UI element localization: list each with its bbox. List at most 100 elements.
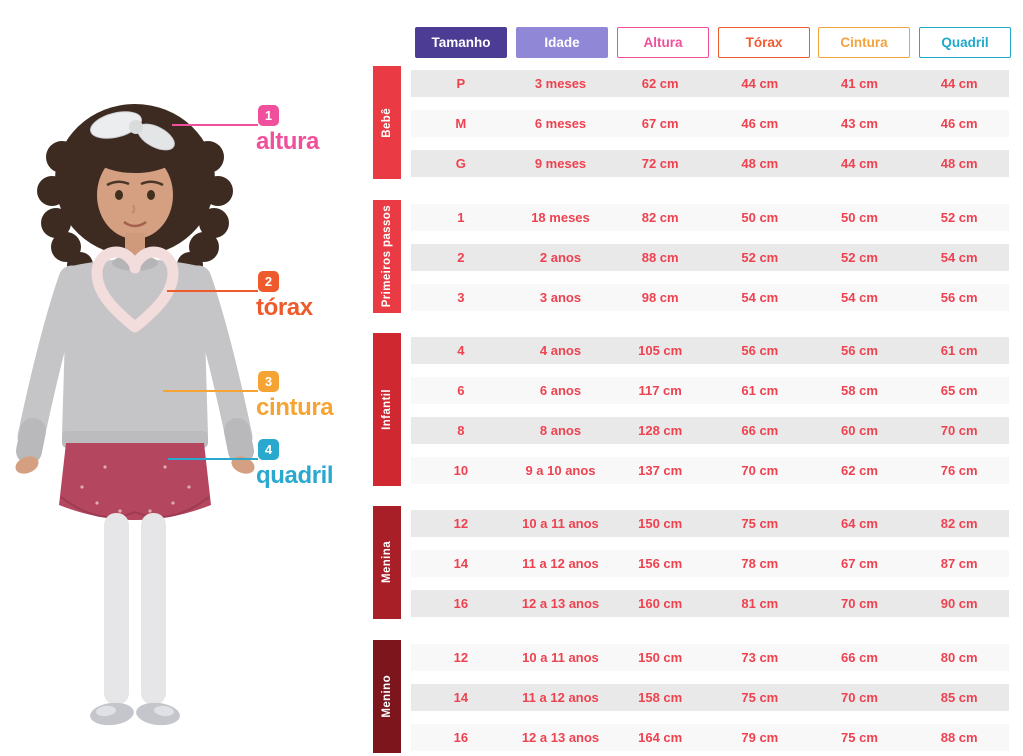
table-cell: 11 a 12 anos <box>522 690 599 705</box>
table-cell: 10 a 11 anos <box>522 516 599 531</box>
table-cell: 3 <box>457 290 465 305</box>
table-cell: 56 cm <box>741 343 779 358</box>
table-cell: 2 <box>457 250 465 265</box>
table-cell: 52 cm <box>741 250 779 265</box>
table-cell: 66 cm <box>741 423 779 438</box>
table-cell: 75 cm <box>841 730 878 745</box>
table-cell: 78 cm <box>741 556 779 571</box>
table-cell: 50 cm <box>841 210 878 225</box>
table-cell: 70 cm <box>940 423 978 438</box>
right-hand <box>231 456 255 474</box>
table-cell: 11 a 12 anos <box>522 556 599 571</box>
table-cell: 4 <box>457 343 465 358</box>
table-row: 3 3 anos 98 cm 54 cm 54 cm 56 cm <box>411 284 1009 311</box>
table-cell: 87 cm <box>940 556 978 571</box>
column-header-idade[interactable]: Idade <box>516 27 608 58</box>
table-cell: 1 <box>457 210 465 225</box>
table-cell: 105 cm <box>638 343 683 358</box>
table-cell: 16 <box>453 730 469 745</box>
table-row: 16 12 a 13 anos 160 cm 81 cm 70 cm 90 cm <box>411 590 1009 617</box>
table-cell: M <box>455 116 467 131</box>
table-cell: 18 meses <box>531 210 590 225</box>
table-cell: 61 cm <box>741 383 779 398</box>
table-cell: 88 cm <box>940 730 978 745</box>
table-row: 2 2 anos 88 cm 52 cm 52 cm 54 cm <box>411 244 1009 271</box>
table-cell: 85 cm <box>940 690 978 705</box>
table-row: 12 10 a 11 anos 150 cm 73 cm 66 cm 80 cm <box>411 644 1009 671</box>
table-cell: 52 cm <box>940 210 978 225</box>
skirt <box>59 443 211 520</box>
table-cell: 9 meses <box>534 156 587 171</box>
table-cell: 54 cm <box>741 290 779 305</box>
table-cell: 44 cm <box>741 76 779 91</box>
table-cell: 12 a 13 anos <box>521 596 600 611</box>
table-row: 14 11 a 12 anos 158 cm 75 cm 70 cm 85 cm <box>411 684 1009 711</box>
pointer-line <box>163 390 258 392</box>
table-group-menina: Menina 12 10 a 11 anos 150 cm 75 cm 64 cm 82 c… <box>373 506 1009 619</box>
table-row: M 6 meses 67 cm 46 cm 43 cm 46 cm <box>411 110 1009 137</box>
table-cell: 60 cm <box>841 423 878 438</box>
table-cell: 67 cm <box>841 556 878 571</box>
table-cell: 48 cm <box>940 156 978 171</box>
measure-number-badge: 1 <box>258 105 279 126</box>
table-cell: 8 anos <box>539 423 582 438</box>
table-cell: 76 cm <box>940 463 978 478</box>
table-cell: 82 cm <box>641 210 679 225</box>
column-header-tamanho[interactable]: Tamanho <box>415 27 507 58</box>
table-cell: P <box>456 76 466 91</box>
table-cell: 137 cm <box>638 463 683 478</box>
group-label: Infantil <box>381 389 393 430</box>
table-cell: 73 cm <box>741 650 779 665</box>
table-cell: 158 cm <box>638 690 683 705</box>
table-cell: 75 cm <box>741 690 779 705</box>
group-label-band: Bebê <box>373 66 401 179</box>
table-cell: 44 cm <box>841 156 878 171</box>
group-label-band: Infantil <box>373 333 401 486</box>
column-header-torax[interactable]: Tórax <box>718 27 810 58</box>
table-row: 14 11 a 12 anos 156 cm 78 cm 67 cm 87 cm <box>411 550 1009 577</box>
table-cell: 10 a 11 anos <box>522 650 599 665</box>
table-group-menino: Menino 12 10 a 11 anos 150 cm 73 cm 66 cm 80 c… <box>373 640 1009 753</box>
table-cell: 12 <box>453 516 469 531</box>
group-label: Menina <box>381 541 393 584</box>
table-cell: 66 cm <box>841 650 878 665</box>
measure-number-badge: 2 <box>258 271 279 292</box>
group-rows: P 3 meses 62 cm 44 cm 41 cm 44 cm M 6 meses 67 c… <box>411 66 1009 179</box>
table-group-bebê: Bebê P 3 meses 62 cm 44 cm 41 cm 44 cm M 6 meses… <box>373 66 1009 179</box>
group-label: Bebê <box>381 107 393 138</box>
column-header-quadril[interactable]: Quadril <box>919 27 1011 58</box>
table-cell: 150 cm <box>638 650 683 665</box>
table-cell: 12 a 13 anos <box>521 730 600 745</box>
table-cell: 64 cm <box>841 516 878 531</box>
table-cell: 16 <box>453 596 469 611</box>
table-cell: 70 cm <box>741 463 779 478</box>
table-cell: 70 cm <box>841 596 878 611</box>
table-cell: 14 <box>453 690 469 705</box>
table-group-primeiros-passos: Primeiros passos 1 18 meses 82 cm 50 cm 50 cm… <box>373 200 1009 313</box>
table-cell: 50 cm <box>741 210 779 225</box>
table-cell: 4 anos <box>539 343 582 358</box>
group-label: Menino <box>381 675 393 718</box>
measure-label-torax: tórax <box>256 294 313 321</box>
table-cell: 8 <box>457 423 465 438</box>
table-cell: 128 cm <box>638 423 683 438</box>
table-cell: 41 cm <box>841 76 878 91</box>
group-rows: 12 10 a 11 anos 150 cm 73 cm 66 cm 80 cm 14 11 … <box>411 640 1009 753</box>
shoes <box>90 702 180 726</box>
table-cell: 3 anos <box>539 290 582 305</box>
table-cell: 79 cm <box>741 730 779 745</box>
table-cell: 44 cm <box>940 76 978 91</box>
column-header-altura[interactable]: Altura <box>617 27 709 58</box>
table-group-infantil: Infantil 4 4 anos 105 cm 56 cm 56 cm 61 cm 6 6 a… <box>373 333 1009 486</box>
table-cell: 90 cm <box>940 596 978 611</box>
column-header-cintura[interactable]: Cintura <box>818 27 910 58</box>
child-photo <box>15 104 255 726</box>
table-cell: 98 cm <box>641 290 679 305</box>
table-cell: 6 anos <box>539 383 582 398</box>
table-cell: 156 cm <box>638 556 683 571</box>
sweater <box>62 259 208 441</box>
pointer-line <box>167 290 258 292</box>
group-label-band: Menino <box>373 640 401 753</box>
table-cell: 9 a 10 anos <box>525 463 596 478</box>
